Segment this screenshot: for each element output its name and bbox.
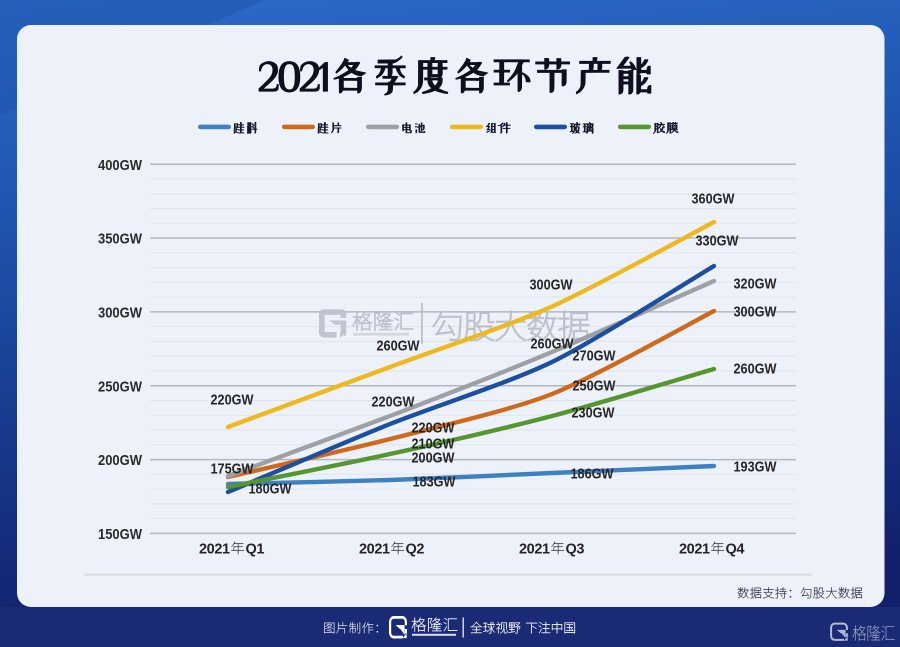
svg-text:183GW: 183GW — [413, 474, 457, 491]
svg-text:270GW: 270GW — [573, 348, 617, 365]
svg-text:210GW: 210GW — [412, 436, 456, 453]
svg-text:400GW: 400GW — [98, 157, 143, 174]
svg-text:350GW: 350GW — [98, 231, 143, 248]
svg-text:320GW: 320GW — [734, 276, 778, 293]
svg-text:180GW: 180GW — [249, 481, 293, 498]
svg-text:Q2: Q2 — [406, 542, 425, 558]
svg-text:330GW: 330GW — [696, 233, 740, 250]
svg-text:186GW: 186GW — [571, 466, 615, 483]
svg-text:260GW: 260GW — [734, 361, 778, 378]
svg-text:220GW: 220GW — [372, 394, 416, 411]
svg-text:193GW: 193GW — [734, 459, 778, 476]
svg-text:175GW: 175GW — [211, 461, 255, 478]
svg-text:Q4: Q4 — [726, 542, 745, 558]
svg-text:250GW: 250GW — [573, 378, 617, 395]
svg-text:200GW: 200GW — [412, 450, 456, 467]
svg-text:2021: 2021 — [359, 542, 390, 558]
svg-text:300GW: 300GW — [734, 304, 778, 321]
svg-text:250GW: 250GW — [98, 378, 143, 395]
svg-text:150GW: 150GW — [98, 526, 143, 543]
svg-text:2021: 2021 — [199, 542, 230, 558]
svg-text:300GW: 300GW — [98, 305, 143, 322]
svg-text:220GW: 220GW — [412, 420, 456, 437]
svg-text:300GW: 300GW — [530, 277, 574, 294]
svg-text:230GW: 230GW — [572, 405, 616, 422]
svg-text:220GW: 220GW — [211, 392, 255, 409]
svg-text:200GW: 200GW — [98, 452, 143, 469]
svg-text:360GW: 360GW — [692, 191, 736, 208]
svg-text:260GW: 260GW — [531, 336, 575, 353]
svg-text:260GW: 260GW — [377, 338, 421, 355]
svg-text:2021: 2021 — [519, 542, 550, 558]
svg-text:Q1: Q1 — [246, 542, 265, 558]
svg-text:Q3: Q3 — [566, 542, 585, 558]
svg-text:2021: 2021 — [679, 542, 710, 558]
